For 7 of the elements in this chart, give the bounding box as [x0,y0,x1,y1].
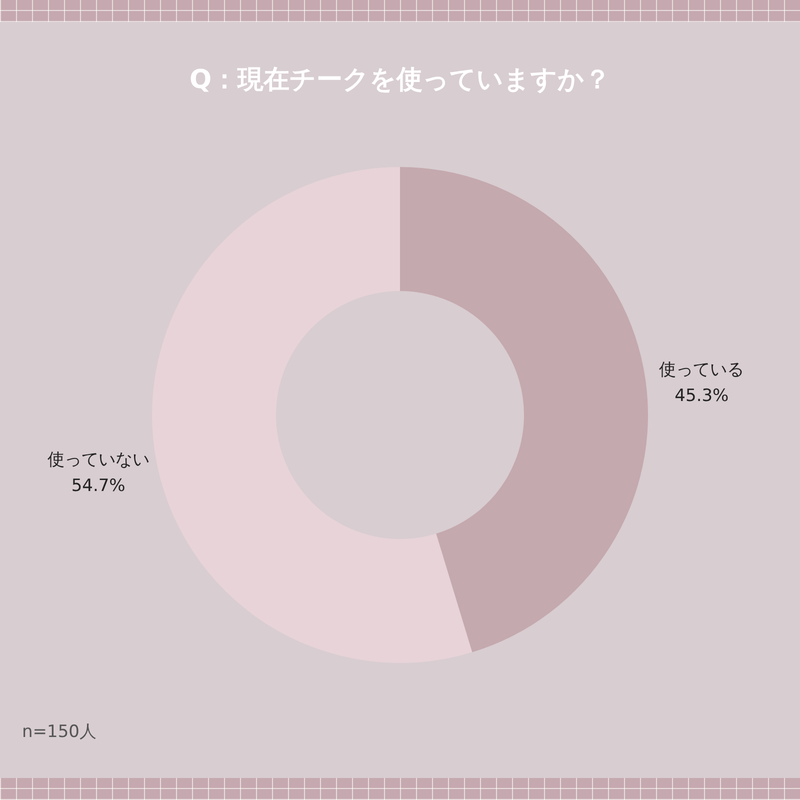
text: n=150人 [22,721,96,743]
data-label: 45.3% [674,386,729,406]
slice-label: 使っていない [47,450,150,470]
donut-slice [400,167,648,652]
slice-label: 使っている [659,360,744,380]
donut-slice [152,167,472,663]
data-label: 54.7% [71,476,126,496]
